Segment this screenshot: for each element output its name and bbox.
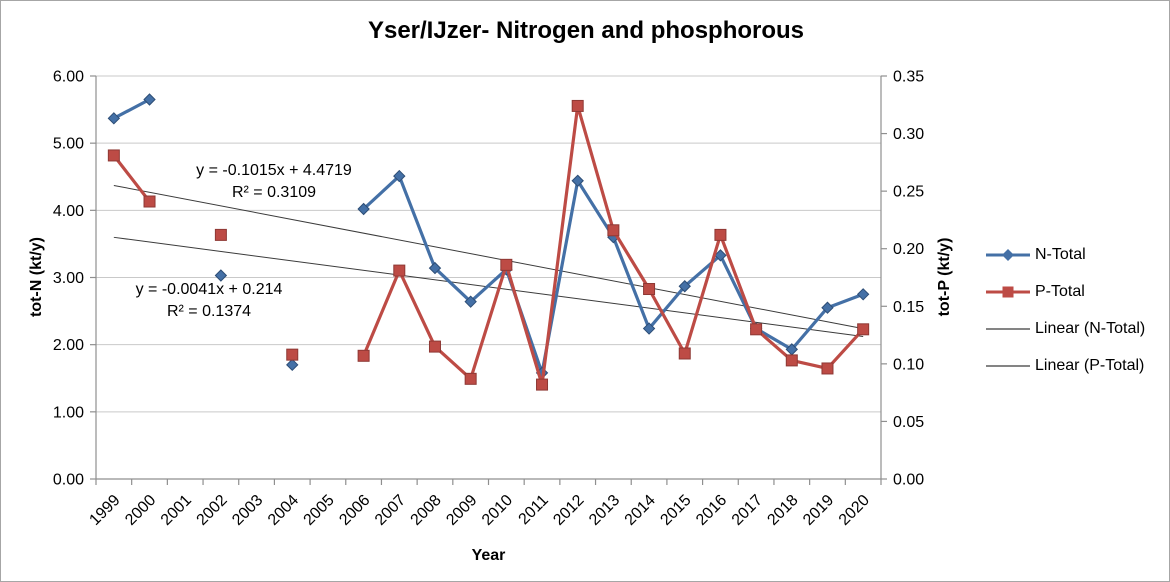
x-tick-label: 2011 (516, 492, 552, 528)
y-tick-label-right: 0.10 (893, 356, 924, 373)
x-tick-label: 2013 (586, 492, 623, 529)
legend-square-icon (1002, 286, 1014, 298)
x-axis-title: Year (471, 547, 506, 564)
legend-entry-linear-n[interactable]: Linear (N-Total) (986, 315, 1145, 343)
data-point-marker (857, 323, 870, 336)
y-tick-label-right: 0.05 (893, 414, 924, 431)
legend-diamond-icon (1002, 249, 1014, 261)
legend-marker-p-total (986, 286, 1030, 298)
data-point-marker (464, 295, 477, 308)
x-tick-label: 2003 (229, 492, 266, 529)
data-point-marker (821, 362, 834, 375)
y-tick-label-right: 0.00 (893, 472, 924, 489)
data-point-marker (571, 174, 584, 187)
data-point-marker (357, 202, 370, 216)
legend-label: P-Total (1035, 283, 1085, 300)
data-point-marker (286, 358, 299, 372)
x-tick-label: 2005 (301, 492, 338, 529)
series-line (112, 97, 152, 120)
data-point-marker (714, 228, 727, 241)
data-point-marker (536, 378, 549, 391)
y-tick-label-right: 0.35 (893, 69, 924, 86)
legend-entry-p-total[interactable]: P-Total (986, 278, 1145, 306)
legend-label: Linear (N-Total) (1035, 320, 1146, 337)
data-point-marker (286, 348, 299, 361)
x-tick-label: 2002 (194, 492, 231, 529)
data-point-marker (714, 249, 727, 262)
y-tick-label-right: 0.30 (893, 126, 924, 143)
data-point-marker (107, 149, 120, 162)
y-axis-title-right: tot-P (kt/y) (936, 237, 953, 317)
y-tick-label-left: 0.00 (53, 472, 84, 489)
data-point-marker (428, 340, 441, 353)
y-tick-label-right: 0.20 (893, 241, 924, 258)
data-point-marker (143, 195, 156, 208)
x-tick-label: 2007 (372, 492, 409, 529)
data-point-marker (571, 99, 584, 112)
data-point-marker (393, 169, 406, 183)
y-tick-label-left: 2.00 (53, 337, 84, 354)
data-point-marker (642, 322, 656, 335)
data-point-marker (214, 269, 228, 282)
x-tick-label: 1999 (86, 492, 123, 529)
data-point-marker (214, 228, 227, 241)
legend-marker-linear-n (986, 328, 1030, 330)
legend-marker-n-total (986, 249, 1030, 261)
data-point-marker (678, 347, 691, 360)
y-axis-title-left: tot-N (kt/y) (28, 237, 45, 317)
x-tick-label: 2012 (550, 492, 587, 529)
series-P-Total[interactable] (107, 99, 870, 391)
data-point-marker (785, 354, 798, 367)
x-tick-label: 2000 (122, 492, 159, 529)
series-line (112, 153, 152, 204)
chart-title: Yser/IJzer- Nitrogen and phosphorous (367, 17, 805, 44)
data-point-marker (464, 372, 477, 385)
y-tick-label-left: 3.00 (53, 270, 84, 287)
data-point-marker (821, 301, 834, 314)
legend-entry-n-total[interactable]: N-Total (986, 241, 1145, 269)
data-point-marker (750, 323, 763, 336)
legend-label: N-Total (1035, 246, 1086, 263)
data-point-marker (357, 349, 370, 362)
data-point-marker (500, 258, 513, 271)
x-tick-label: 2001 (158, 492, 195, 529)
data-point-marker (678, 280, 691, 293)
legend: N-Total P-Total Linear (N-Total) Linear … (986, 241, 1145, 380)
x-tick-label: 2015 (657, 492, 694, 529)
trendline-Linear (N-Total)[interactable] (113, 184, 864, 330)
x-tick-label: 2008 (408, 492, 445, 529)
x-tick-label: 2006 (336, 492, 373, 529)
y-tick-label-left: 4.00 (53, 203, 84, 220)
y-tick-label-left: 5.00 (53, 136, 84, 153)
legend-entry-linear-p[interactable]: Linear (P-Total) (986, 352, 1145, 380)
x-tick-label: 2010 (479, 492, 516, 529)
x-tick-label: 2020 (836, 492, 873, 529)
data-point-marker (607, 224, 620, 237)
y-tick-label-right: 0.25 (893, 184, 924, 201)
data-point-marker (643, 283, 656, 296)
x-tick-label: 2014 (622, 492, 659, 529)
x-tick-label: 2017 (729, 492, 766, 529)
data-point-marker (107, 112, 121, 125)
y-tick-label-left: 6.00 (53, 69, 84, 86)
legend-marker-linear-p (986, 365, 1030, 367)
x-tick-label: 2016 (693, 492, 730, 529)
y-tick-label-right: 0.15 (893, 299, 924, 316)
x-tick-label: 2009 (443, 492, 480, 529)
y-tick-label-left: 1.00 (53, 404, 84, 421)
data-point-marker (428, 261, 442, 275)
x-tick-label: 2004 (265, 492, 302, 529)
data-point-marker (143, 93, 156, 106)
x-tick-label: 2018 (764, 492, 801, 529)
data-point-marker (856, 288, 870, 301)
x-tick-label: 2019 (800, 492, 837, 529)
legend-label: Linear (P-Total) (1035, 357, 1145, 374)
data-point-marker (393, 264, 406, 277)
